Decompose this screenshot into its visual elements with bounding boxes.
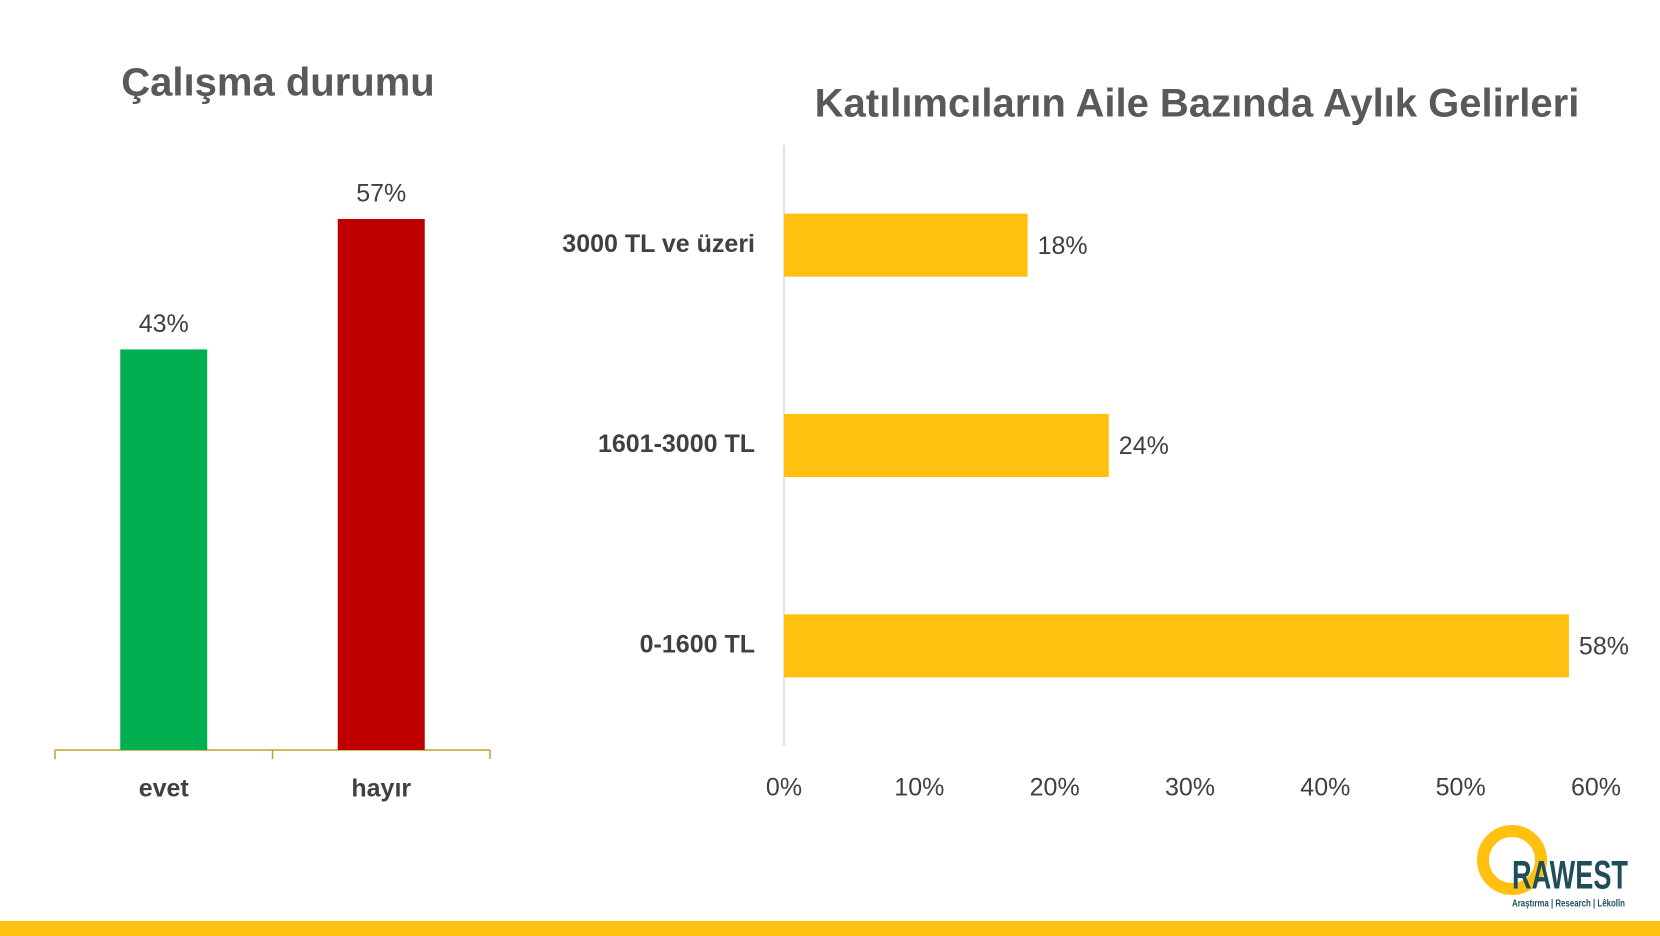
x-tick-label: 30% [1165,774,1215,802]
y-tick-label: 1601-3000 TL [598,430,755,458]
data-label: 24% [1119,432,1169,460]
bar [120,349,208,750]
logo-tagline: Araştırma | Research | Lêkolîn [1512,899,1625,910]
x-tick-label: 40% [1300,774,1350,802]
footer-band [0,921,1660,936]
x-tick-label: 50% [1436,774,1486,802]
y-tick-label: 0-1600 TL [640,630,755,658]
x-tick-label: 60% [1571,774,1621,802]
x-tick-label: 10% [894,774,944,802]
data-label: 57% [356,180,406,208]
chart-title: Çalışma durumu [121,61,434,105]
y-tick-label: 3000 TL ve üzeri [562,230,755,258]
data-label: 43% [139,310,189,338]
logo-name: RAWEST [1512,854,1628,898]
bar [784,414,1109,477]
data-label: 58% [1579,632,1629,660]
x-tick-label: hayır [351,775,411,803]
x-tick-label: 0% [766,774,802,802]
x-tick-label: evet [139,775,190,803]
logo-ring [1477,825,1547,895]
data-label: 18% [1038,232,1088,260]
bar [784,614,1569,678]
x-tick-label: 20% [1030,774,1080,802]
logo: RAWEST Araştırma | Research | Lêkolîn [1477,825,1628,910]
bar [784,213,1028,277]
chart-title: Katılımcıların Aile Bazında Aylık Gelirl… [815,82,1580,126]
bar [337,219,425,750]
